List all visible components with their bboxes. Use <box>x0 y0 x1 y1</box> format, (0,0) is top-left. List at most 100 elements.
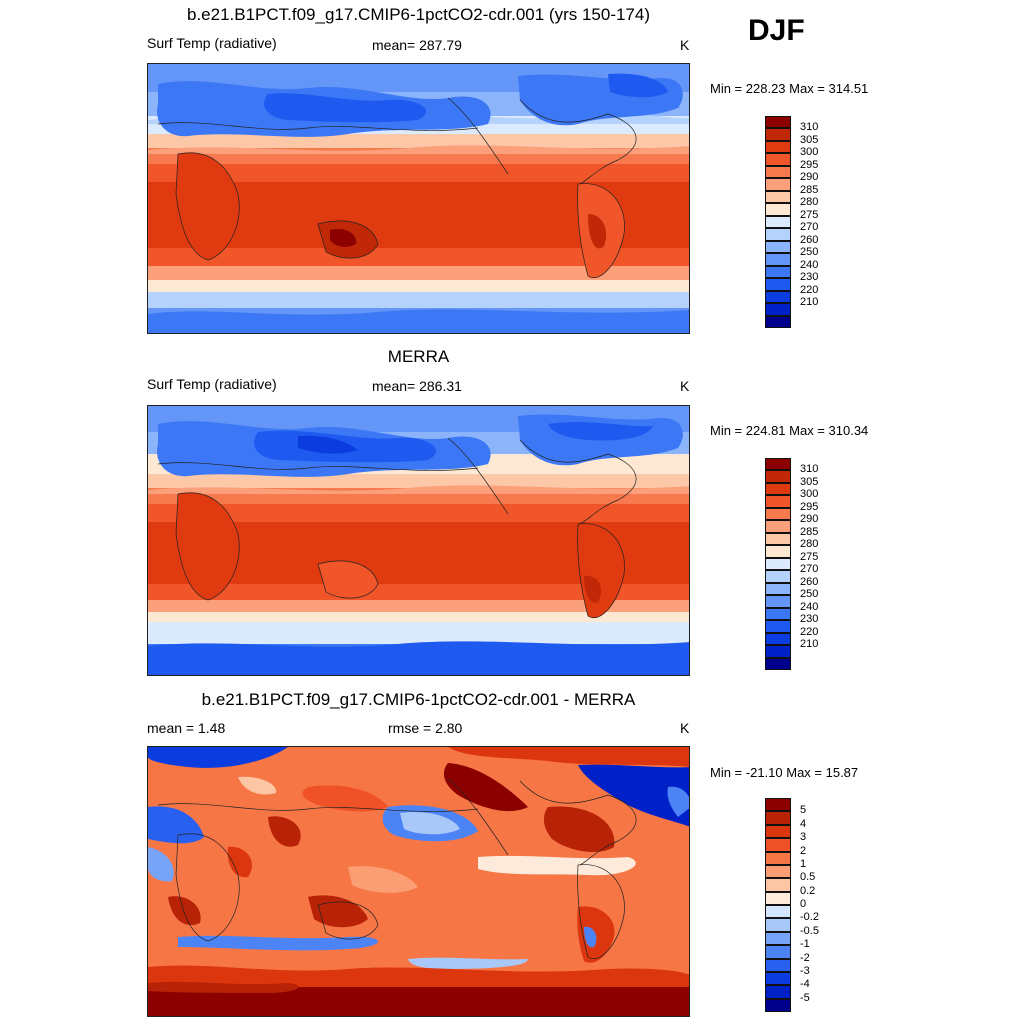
colorbar-tick-label: 230 <box>800 613 819 626</box>
colorbar-cell <box>765 985 791 999</box>
colorbar-cell <box>765 215 791 229</box>
colorbar-tick-label: 285 <box>800 183 819 196</box>
colorbar-tick-label: 2 <box>800 844 807 857</box>
colorbar-tick-label: 300 <box>800 488 819 501</box>
colorbar-tick-label: 4 <box>800 817 807 830</box>
colorbar-tick-label: 240 <box>800 258 819 271</box>
colorbar-tick-label: 0.2 <box>800 884 816 897</box>
colorbar-tick-label: 270 <box>800 563 819 576</box>
colorbar-cell <box>765 851 791 865</box>
colorbar-tick-label: 305 <box>800 475 819 488</box>
colorbar-cell <box>765 657 791 670</box>
colorbar-tick-label: -3 <box>800 964 810 977</box>
colorbar-tick-label: 275 <box>800 550 819 563</box>
panel-1-minmax: Min = 228.23 Max = 314.51 <box>710 81 869 96</box>
colorbar-cell <box>765 290 791 304</box>
panel-3-title: b.e21.B1PCT.f09_g17.CMIP6-1pctCO2-cdr.00… <box>201 690 636 709</box>
colorbar-tick-label: 210 <box>800 296 819 309</box>
colorbar-cell <box>765 582 791 596</box>
colorbar-cell <box>765 838 791 852</box>
season-label: DJF <box>748 14 805 47</box>
panel-1-units-label: K <box>680 37 690 53</box>
panel-3-map <box>147 746 690 1017</box>
colorbar-cell <box>765 532 791 546</box>
colorbar-tick-label: 290 <box>800 171 819 184</box>
panel-1-variable-label: Surf Temp (radiative) <box>147 35 277 51</box>
colorbar-tick-label: 250 <box>800 246 819 259</box>
panel-3-minmax: Min = -21.10 Max = 15.87 <box>710 765 859 780</box>
colorbar-cell <box>765 303 791 316</box>
colorbar-cell <box>765 645 791 658</box>
colorbar-tick-label: 0.5 <box>800 871 816 884</box>
colorbar-cell <box>765 495 791 508</box>
colorbar-cell <box>765 557 791 571</box>
colorbar-cell <box>765 315 791 328</box>
colorbar-cell <box>765 178 791 191</box>
colorbar-tick-label: 210 <box>800 638 819 651</box>
colorbar-cell <box>765 905 791 919</box>
colorbar-cell <box>765 878 791 892</box>
colorbar-cell <box>765 798 791 812</box>
panel-3-mean-label: mean = 1.48 <box>147 720 226 736</box>
panel-2-mean-label: mean= 286.31 <box>372 378 462 394</box>
colorbar-tick-label: 3 <box>800 831 807 844</box>
colorbar-tick-label: 310 <box>800 463 819 476</box>
colorbar-tick-label: -1 <box>800 938 810 951</box>
panel-2-units-label: K <box>680 378 690 394</box>
colorbar-cell <box>765 203 791 216</box>
panel-2-title: MERRA <box>387 347 450 366</box>
colorbar-tick-label: 280 <box>800 538 819 551</box>
colorbar-cell <box>765 891 791 905</box>
colorbar-tick-label: 230 <box>800 271 819 284</box>
panel-2-temperature-field <box>148 406 689 675</box>
colorbar-tick-label: 270 <box>800 221 819 234</box>
panel-2-minmax: Min = 224.81 Max = 310.34 <box>710 423 869 438</box>
colorbar-tick-label: 1 <box>800 857 807 870</box>
panel-3-rmse-label: rmse = 2.80 <box>388 720 463 736</box>
colorbar-cell <box>765 958 791 972</box>
colorbar-cell <box>765 620 791 633</box>
colorbar-tick-label: 250 <box>800 588 819 601</box>
colorbar-tick-label: 260 <box>800 575 819 588</box>
colorbar-tick-label: 305 <box>800 133 819 146</box>
colorbar-tick-label: 220 <box>800 625 819 638</box>
colorbar-cell <box>765 520 791 533</box>
colorbar-cell <box>765 595 791 608</box>
colorbar-tick-label: 295 <box>800 500 819 513</box>
colorbar-cell <box>765 918 791 932</box>
colorbar-cell <box>765 240 791 254</box>
colorbar-cell <box>765 824 791 839</box>
colorbar-cell <box>765 507 791 521</box>
panel-3-colorbar <box>765 798 791 1012</box>
colorbar-cell <box>765 228 791 241</box>
colorbar-cell <box>765 470 791 483</box>
colorbar-cell <box>765 140 791 154</box>
panel-2-map <box>147 405 690 676</box>
colorbar-tick-label: 285 <box>800 525 819 538</box>
colorbar-cell <box>765 811 791 825</box>
panel-1-temperature-field <box>148 64 689 333</box>
colorbar-tick-label: 220 <box>800 283 819 296</box>
colorbar-tick-label: -0.2 <box>800 911 819 924</box>
colorbar-tick-label: 240 <box>800 600 819 613</box>
panel-2-variable-label: Surf Temp (radiative) <box>147 376 277 392</box>
colorbar-tick-label: 295 <box>800 158 819 171</box>
colorbar-cell <box>765 128 791 141</box>
colorbar-cell <box>765 190 791 204</box>
colorbar-cell <box>765 945 791 959</box>
colorbar-cell <box>765 632 791 646</box>
colorbar-cell <box>765 153 791 166</box>
colorbar-cell <box>765 253 791 266</box>
panel-3-units-label: K <box>680 720 690 736</box>
colorbar-cell <box>765 116 791 129</box>
colorbar-tick-label: 290 <box>800 513 819 526</box>
colorbar-cell <box>765 570 791 583</box>
colorbar-tick-label: -2 <box>800 951 810 964</box>
colorbar-cell <box>765 545 791 558</box>
panel-3-difference-field <box>148 747 689 1016</box>
colorbar-tick-label: 260 <box>800 233 819 246</box>
panel-1-mean-label: mean= 287.79 <box>372 37 462 53</box>
colorbar-tick-label: 275 <box>800 208 819 221</box>
colorbar-cell <box>765 931 791 946</box>
colorbar-cell <box>765 165 791 179</box>
